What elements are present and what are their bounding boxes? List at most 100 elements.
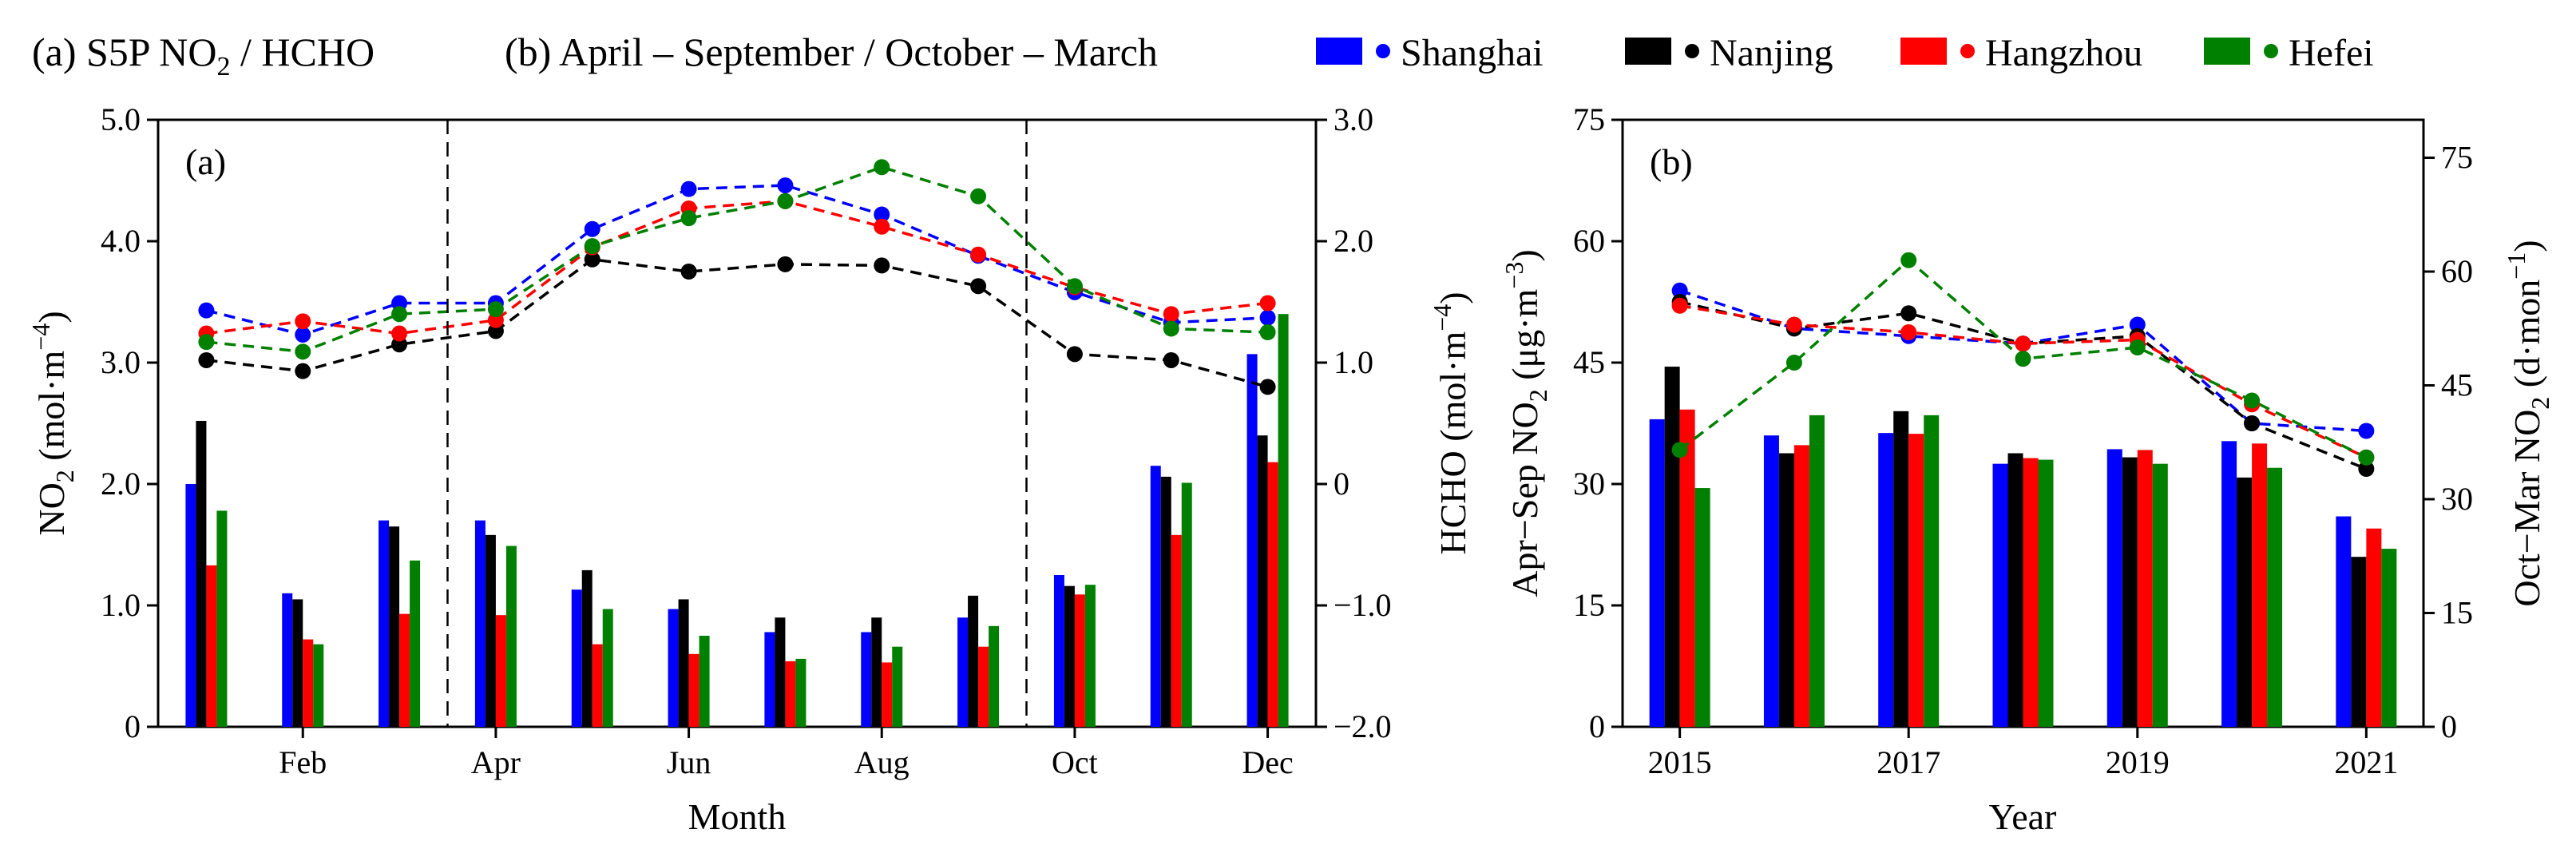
panel-a-xtick-label: Aug — [854, 744, 910, 780]
panel-b-bar-nanjing — [2351, 557, 2367, 727]
panel-b-bar-shanghai — [1878, 433, 1894, 727]
panel-a-bar-shanghai — [1053, 575, 1064, 727]
panel-a-point-hefei — [584, 238, 600, 255]
panel-b-bar-hefei — [2152, 463, 2168, 727]
legend-swatch-nanjing — [1625, 38, 1671, 65]
panel-a-point-hefei — [777, 192, 794, 209]
panel-a-point-hefei — [487, 301, 504, 318]
panel-a-point-shanghai — [874, 206, 890, 223]
panel-a-point-hangzhou — [391, 325, 408, 342]
panel-a-bar-hangzhou — [206, 565, 217, 727]
panel-a-point-nanjing — [1259, 379, 1276, 395]
panel-a-point-hangzhou — [295, 313, 311, 330]
legend-swatch-hefei — [2204, 38, 2250, 65]
panel-a-bar-hefei — [1181, 482, 1192, 727]
panel-b-ylabel-right: Oct−Mar NO2 (d·mon−1) — [2502, 240, 2554, 606]
panel-b-line-hangzhou — [1679, 304, 2368, 459]
panel-a-xlabel: Month — [688, 796, 787, 837]
legend-swatch-shanghai — [1316, 38, 1362, 65]
panel-a-bar-nanjing — [292, 599, 303, 727]
panel-a-bar-hefei — [216, 510, 228, 727]
legend-marker-hangzhou — [1960, 44, 1975, 58]
panel-a-xtick-label: Jun — [667, 744, 711, 780]
legend: Shanghai Nanjing Hangzhou Hefei — [1316, 32, 2374, 74]
panel-b-bar-hangzhou — [2366, 528, 2382, 727]
legend-swatch-hangzhou — [1900, 38, 1947, 65]
panel-b-ytick-left-label: 0 — [1589, 708, 1605, 744]
panel-a-ytick-left-label: 0 — [125, 708, 141, 744]
panel-b-bar-hangzhou — [1908, 434, 1924, 727]
panel-a-bar-nanjing — [775, 617, 786, 727]
panel-a-line-nanjing — [206, 257, 1269, 389]
panel-a-bar-shanghai — [1150, 466, 1161, 727]
panel-a-bar-shanghai — [474, 520, 485, 727]
panel-a-bar-nanjing — [968, 595, 979, 727]
panel-a-bar-hefei — [1084, 585, 1096, 727]
panel-a: (a) Month NO2 (mol·m−4) HCHO (mol·m−4) 0… — [26, 101, 1473, 837]
panel-a-ytick-left-label: 1.0 — [101, 587, 141, 623]
panel-b-xtick-label: 2015 — [1648, 744, 1712, 780]
panel-a-bar-hangzhou — [399, 613, 410, 727]
panel-a-bar-shanghai — [378, 520, 390, 727]
panel-b-bar-shanghai — [2336, 516, 2352, 727]
panel-a-point-hefei — [1066, 278, 1083, 295]
panel-b-tag: (b) — [1650, 141, 1693, 182]
panel-b-xtick-label: 2019 — [2106, 744, 2170, 780]
panel-b-point-hangzhou — [1671, 297, 1688, 314]
panel-b-bar-hangzhou — [1793, 445, 1809, 727]
panel-a-point-nanjing — [391, 336, 408, 353]
panel-b-ytick-left-label: 60 — [1573, 223, 1605, 259]
panel-a-point-shanghai — [295, 327, 311, 343]
panel-b-bar-nanjing — [2237, 477, 2253, 727]
panel-b-ytick-right-label: 60 — [2441, 253, 2473, 289]
panel-a-point-shanghai — [777, 177, 794, 194]
panel-a-bar-hefei — [795, 658, 806, 727]
panel-b-ytick-left-label: 75 — [1573, 101, 1605, 137]
panel-a-bar-hangzhou — [1171, 534, 1182, 727]
panel-a-bar-hefei — [1278, 314, 1289, 727]
panel-b-bar-hangzhou — [2137, 450, 2153, 727]
panel-a-point-hefei — [874, 159, 890, 176]
panel-a-bar-hefei — [505, 546, 517, 727]
panel-b-point-hangzhou — [1900, 324, 1917, 340]
panel-a-point-shanghai — [198, 302, 215, 319]
panel-b-bar-nanjing — [2122, 457, 2138, 727]
panel-b-bar-hefei — [2267, 467, 2283, 727]
panel-a-bar-nanjing — [581, 569, 592, 727]
panel-a-point-hangzhou — [970, 246, 987, 263]
panel-a-point-shanghai — [584, 220, 600, 237]
panel-a-bar-hangzhou — [978, 646, 989, 727]
panel-a-ytick-left-label: 5.0 — [101, 101, 141, 137]
panel-b-ytick-right-label: 75 — [2441, 140, 2473, 176]
panel-b-point-nanjing — [1900, 305, 1917, 322]
panel-b-point-hefei — [2129, 339, 2146, 355]
panel-b-ytick-left-label: 15 — [1573, 587, 1605, 623]
panel-a-point-nanjing — [487, 323, 504, 339]
panel-a-bar-shanghai — [861, 632, 872, 727]
panel-b-bar-nanjing — [2007, 453, 2023, 727]
panel-a-bar-nanjing — [1160, 476, 1171, 727]
panel-a-ytick-right-label: 0 — [1334, 466, 1349, 502]
panel-a-bar-hangzhou — [1267, 462, 1278, 727]
panel-a-point-hefei — [1163, 320, 1179, 337]
panel-b-point-nanjing — [2244, 415, 2261, 431]
panel-b-bar-hangzhou — [2252, 443, 2268, 727]
panel-a-ytick-right-label: 1.0 — [1334, 344, 1373, 380]
panel-a-point-hangzhou — [874, 218, 890, 235]
panel-a-xtick-label: Dec — [1242, 744, 1293, 780]
panel-b-ytick-left-label: 45 — [1573, 344, 1605, 380]
legend-label-shanghai: Shanghai — [1401, 32, 1544, 74]
panel-b-bar-hefei — [2038, 459, 2054, 727]
legend-marker-nanjing — [1685, 44, 1699, 58]
panel-a-point-hefei — [970, 188, 987, 204]
panel-b-bar-hefei — [1924, 415, 1940, 727]
panel-a-bar-hefei — [989, 625, 1000, 727]
panel-a-bar-hefei — [602, 609, 613, 727]
panel-a-point-hefei — [391, 306, 408, 323]
panel-a-frame — [157, 118, 1318, 728]
panel-b-ytick-left-label: 30 — [1573, 466, 1605, 502]
panel-a-bar-hefei — [892, 646, 903, 727]
panel-a-ytick-left-label: 2.0 — [101, 466, 141, 502]
panel-b-point-hefei — [1900, 252, 1917, 268]
